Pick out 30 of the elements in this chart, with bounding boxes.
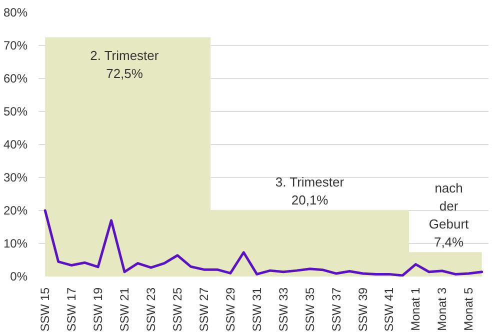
annotation: 2. Trimester 72,5% xyxy=(90,48,160,81)
line-series xyxy=(44,209,484,276)
x-tick-label: SSW 27 xyxy=(196,287,211,332)
y-tick-label: 70% xyxy=(3,38,28,52)
y-tick-label: 0% xyxy=(10,270,28,284)
x-tick-label: SSW 17 xyxy=(64,287,79,332)
x-tick-label: SSW 29 xyxy=(223,287,238,332)
x-tick-label: SSW 39 xyxy=(356,287,370,332)
y-tick-label: 30% xyxy=(3,170,28,184)
y-tick-label: 60% xyxy=(3,72,28,86)
y-tick-label: 40% xyxy=(3,138,28,152)
x-tick-label: Monat 3 xyxy=(435,287,450,331)
annotation: 3. Trimester 20,1% xyxy=(275,174,345,208)
x-tick-label: SSW 19 xyxy=(91,287,106,332)
y-tick-label: 20% xyxy=(3,204,28,218)
annotation: nach der Geburt 7,4% xyxy=(428,180,470,250)
x-tick-label: SSW 21 xyxy=(118,287,132,332)
y-tick-label: 10% xyxy=(3,236,28,250)
x-tick-label: SSW 23 xyxy=(144,287,158,332)
x-tick-label: SSW 15 xyxy=(38,287,52,332)
x-tick-label: SSW 41 xyxy=(382,287,396,332)
x-tick-label: SSW 33 xyxy=(276,287,290,332)
x-tick-label: Monat 1 xyxy=(408,287,423,331)
y-tick-label: 80% xyxy=(3,6,28,20)
x-tick-label: Monat 5 xyxy=(462,287,476,331)
y-tick-label: 50% xyxy=(3,104,28,118)
x-tick-label: SSW 25 xyxy=(170,287,184,332)
x-tick-label: SSW 31 xyxy=(250,287,264,332)
x-tick-label: SSW 37 xyxy=(329,287,344,332)
x-tick-label: SSW 35 xyxy=(302,287,317,332)
